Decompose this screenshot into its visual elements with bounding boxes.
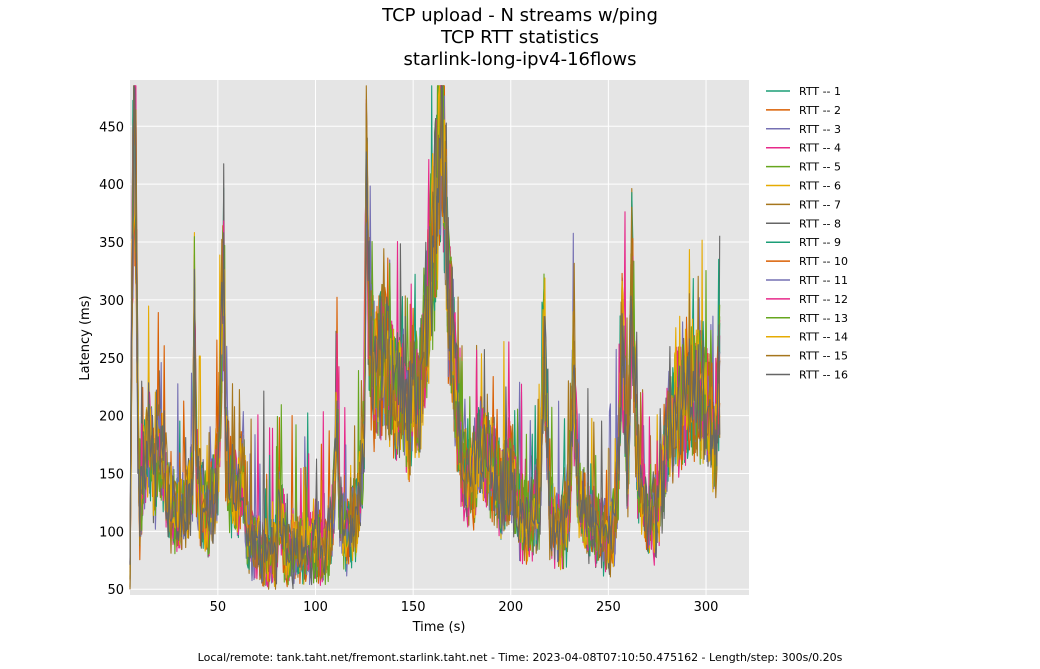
legend-label: RTT -- 2: [799, 104, 841, 117]
legend-item-rtt-13: RTT -- 13: [766, 312, 848, 325]
legend-label: RTT -- 15: [799, 350, 848, 363]
legend-item-rtt-5: RTT -- 5: [766, 161, 841, 174]
legend-item-rtt-2: RTT -- 2: [766, 104, 841, 117]
x-axis-ticks: 50 100 150 200 250 300: [210, 600, 719, 615]
x-tick-label: 100: [303, 600, 328, 615]
series-layer: [129, 85, 721, 590]
y-tick-label: 400: [99, 178, 124, 193]
y-tick-label: 250: [99, 352, 124, 367]
y-tick-label: 150: [99, 467, 124, 482]
y-tick-label: 450: [99, 120, 124, 135]
y-tick-label: 300: [99, 294, 124, 309]
legend-item-rtt-11: RTT -- 11: [766, 274, 848, 287]
legend-item-rtt-14: RTT -- 14: [766, 331, 848, 344]
legend-item-rtt-6: RTT -- 6: [766, 180, 841, 193]
legend-label: RTT -- 9: [799, 236, 841, 249]
legend-label: RTT -- 12: [799, 293, 848, 306]
legend-item-rtt-1: RTT -- 1: [766, 85, 841, 98]
legend-label: RTT -- 3: [799, 123, 841, 136]
chart-title: TCP upload - N streams w/ping TCP RTT st…: [381, 5, 658, 70]
y-tick-label: 200: [99, 410, 124, 425]
legend-label: RTT -- 1: [799, 85, 841, 98]
x-tick-label: 200: [498, 600, 523, 615]
chart-title-line-1: TCP upload - N streams w/ping: [381, 5, 658, 26]
y-tick-label: 100: [99, 525, 124, 540]
legend-label: RTT -- 11: [799, 274, 848, 287]
x-tick-label: 50: [210, 600, 227, 615]
footer-caption: Local/remote: tank.taht.net/fremont.star…: [198, 651, 843, 664]
legend-item-rtt-15: RTT -- 15: [766, 350, 848, 363]
x-axis-label: Time (s): [412, 620, 466, 635]
chart-title-line-2: TCP RTT statistics: [440, 27, 599, 48]
legend-item-rtt-4: RTT -- 4: [766, 142, 841, 155]
legend-label: RTT -- 6: [799, 180, 841, 193]
legend-item-rtt-16: RTT -- 16: [766, 369, 848, 382]
legend-label: RTT -- 5: [799, 161, 841, 174]
legend-label: RTT -- 14: [799, 331, 848, 344]
legend-label: RTT -- 16: [799, 369, 848, 382]
x-tick-label: 300: [694, 600, 719, 615]
legend-label: RTT -- 8: [799, 217, 841, 230]
legend-label: RTT -- 10: [799, 255, 848, 268]
y-tick-label: 50: [107, 583, 124, 598]
series-line-rtt-16: [129, 85, 721, 590]
legend-item-rtt-7: RTT -- 7: [766, 198, 841, 211]
x-tick-label: 150: [401, 600, 426, 615]
y-axis-label: Latency (ms): [78, 295, 93, 380]
legend-item-rtt-3: RTT -- 3: [766, 123, 841, 136]
chart-title-line-3: starlink-long-ipv4-16flows: [404, 49, 637, 70]
legend-item-rtt-8: RTT -- 8: [766, 217, 841, 230]
legend-item-rtt-12: RTT -- 12: [766, 293, 848, 306]
legend-item-rtt-10: RTT -- 10: [766, 255, 848, 268]
y-tick-label: 350: [99, 236, 124, 251]
legend-item-rtt-9: RTT -- 9: [766, 236, 841, 249]
legend-label: RTT -- 13: [799, 312, 848, 325]
legend-label: RTT -- 7: [799, 198, 841, 211]
legend-label: RTT -- 4: [799, 142, 841, 155]
y-axis-ticks: 50 100 150 200 250 300 350 400 450: [99, 120, 124, 598]
legend: RTT -- 1 RTT -- 2 RTT -- 3 RTT -- 4 RTT -- 5…: [766, 85, 848, 382]
x-tick-label: 250: [596, 600, 621, 615]
